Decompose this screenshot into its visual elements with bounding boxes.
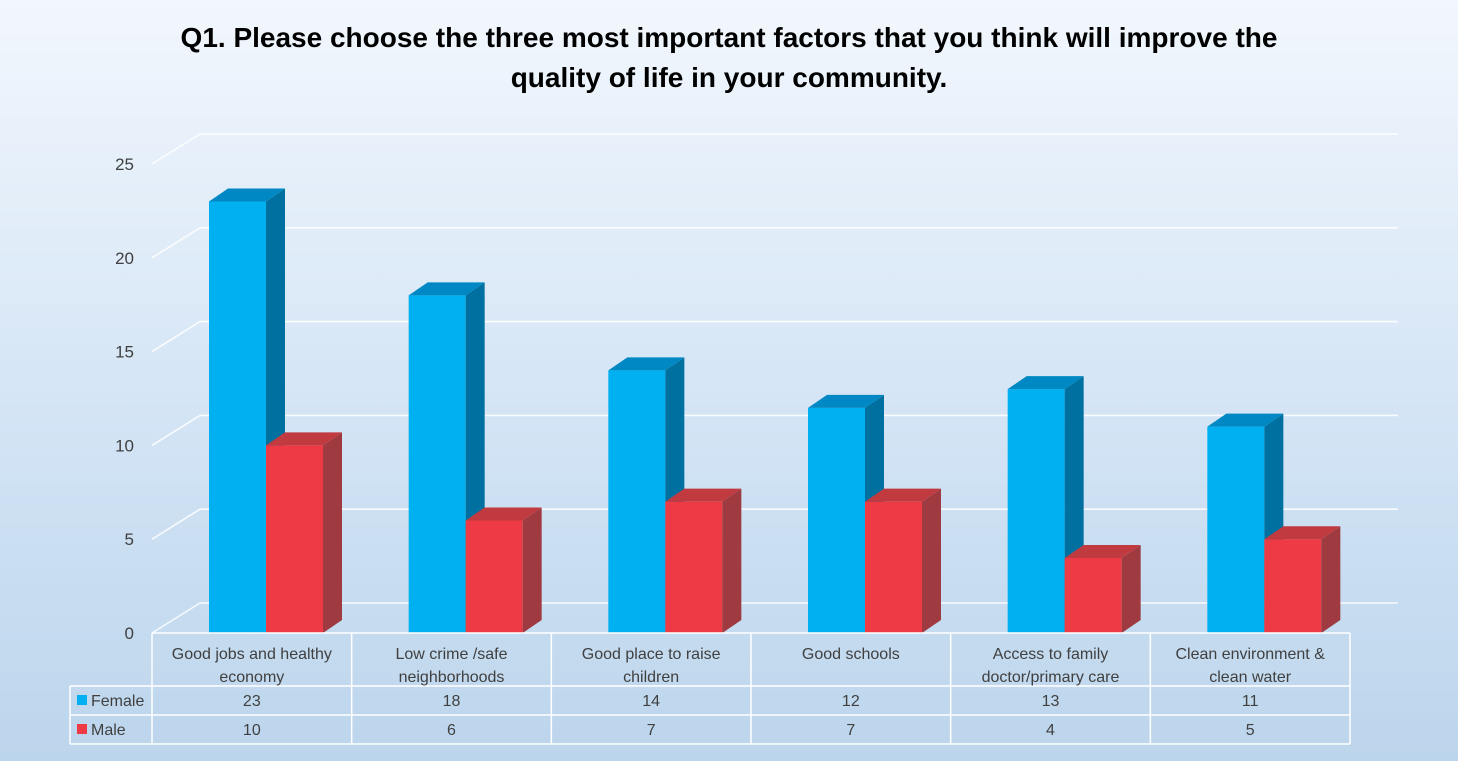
y-tick-label: 5 <box>125 530 134 549</box>
data-label: 7 <box>647 722 656 739</box>
data-label: 12 <box>842 693 860 710</box>
male-legend-label: Male <box>91 722 126 739</box>
bars <box>209 188 1341 633</box>
bar-top <box>865 488 941 502</box>
bar-top <box>608 357 685 371</box>
bar-top <box>408 282 485 296</box>
male-legend-key <box>77 724 87 734</box>
male-bar <box>665 488 742 633</box>
gridline <box>151 227 1398 259</box>
male-bar <box>1064 544 1141 633</box>
male-bar <box>465 507 542 633</box>
bar-side <box>922 488 941 633</box>
data-label: 4 <box>1046 722 1055 739</box>
bar-front <box>665 501 723 633</box>
y-tick-label: 10 <box>115 436 134 455</box>
bar-front <box>865 501 922 633</box>
bar-front <box>608 370 666 633</box>
bar-front <box>808 407 865 633</box>
category-label: Good schools <box>802 646 900 663</box>
bar-top <box>1207 413 1284 427</box>
gridline <box>151 508 1398 540</box>
bar-top <box>266 432 342 446</box>
gridline <box>151 602 1398 634</box>
bar-top <box>209 188 285 202</box>
y-tick-label: 0 <box>125 624 134 643</box>
bar-side <box>323 432 342 633</box>
category-label: children <box>623 669 679 686</box>
bar-front <box>1207 426 1265 633</box>
bar-top <box>1064 544 1141 558</box>
bar-side <box>1121 544 1141 633</box>
data-label: 18 <box>443 693 461 710</box>
data-label: 10 <box>243 722 261 739</box>
chart-title-text: Q1. Please choose the three most importa… <box>180 22 1278 93</box>
category-label: Good place to raise <box>582 646 721 663</box>
bar-side <box>1321 526 1341 633</box>
category-label: Low crime /safe <box>395 646 507 663</box>
bar-top <box>1007 376 1084 390</box>
data-label: 5 <box>1246 722 1255 739</box>
bar-front <box>1264 539 1322 633</box>
y-tick-label: 20 <box>115 249 134 268</box>
bar-front <box>1007 389 1065 633</box>
bar-front <box>209 201 266 633</box>
data-label: 13 <box>1042 693 1060 710</box>
data-label: 6 <box>447 722 456 739</box>
gridline <box>151 320 1398 353</box>
y-tick-label: 25 <box>115 155 134 174</box>
gridlines <box>151 133 1398 634</box>
y-axis: 0 5 10 15 20 25 <box>115 155 134 643</box>
gridline <box>151 133 1398 165</box>
female-legend-key <box>77 695 87 705</box>
bar-front <box>465 520 523 633</box>
male-bar <box>1264 526 1341 633</box>
bar-side <box>522 507 542 633</box>
category-label: economy <box>219 669 284 686</box>
data-label: 23 <box>243 693 261 710</box>
female-legend-label: Female <box>91 693 144 710</box>
male-bar <box>865 488 941 633</box>
data-label: 7 <box>846 722 855 739</box>
bar-top <box>465 507 542 521</box>
data-label: 14 <box>642 693 660 710</box>
bar-side <box>722 488 742 633</box>
male-bar <box>266 432 342 633</box>
category-label: clean water <box>1209 669 1291 686</box>
category-label: Good jobs and healthy <box>172 646 332 663</box>
female-bar <box>1007 376 1084 633</box>
category-label: Access to family <box>993 646 1109 663</box>
category-label: doctor/primary care <box>982 669 1120 686</box>
gridline <box>151 414 1398 447</box>
bar-top <box>1264 526 1341 540</box>
bar-front <box>266 445 323 633</box>
y-tick-label: 15 <box>115 343 134 362</box>
category-label: neighborhoods <box>399 669 505 686</box>
data-label: 11 <box>1242 693 1259 710</box>
data-table: Good jobs and healthy economy Low crime /s… <box>69 632 1351 745</box>
bar-top <box>665 488 742 502</box>
chart-title: Q1. Please choose the three most importa… <box>0 18 1458 98</box>
bar-front <box>1064 557 1122 633</box>
category-label: Clean environment & <box>1175 646 1325 663</box>
bar-front <box>408 295 466 633</box>
bar-top <box>808 394 884 408</box>
